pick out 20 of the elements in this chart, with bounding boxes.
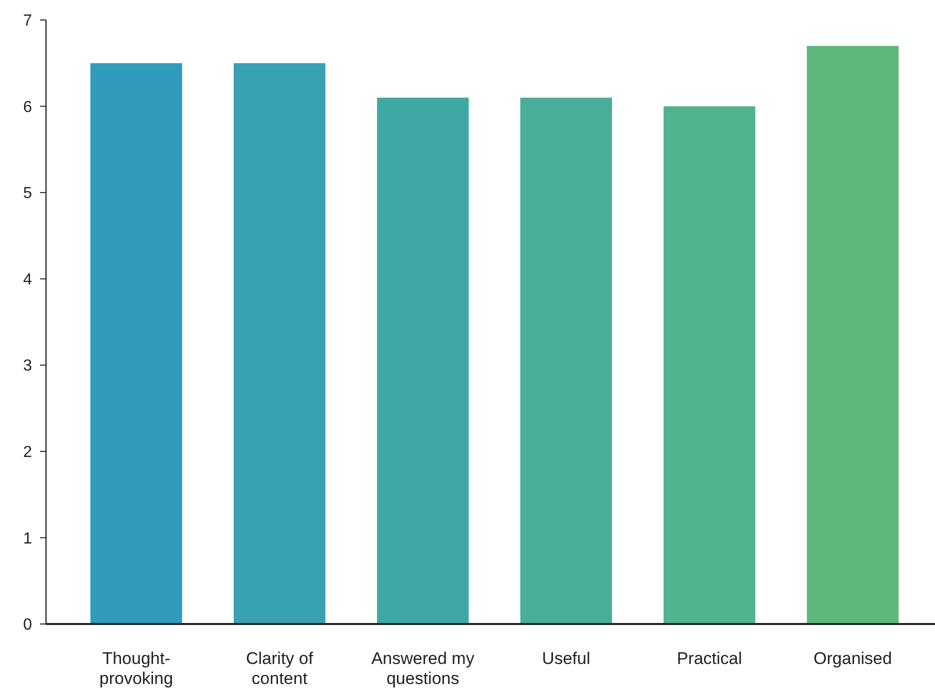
x-tick-label: Clarity of content bbox=[246, 649, 314, 688]
y-tick-label: 3 bbox=[23, 358, 32, 375]
bar bbox=[664, 106, 756, 624]
y-tick-label: 5 bbox=[23, 185, 32, 202]
bar bbox=[234, 63, 326, 624]
x-tick-label: Organised bbox=[814, 649, 892, 668]
x-tick-label: Thought-provoking bbox=[99, 649, 174, 688]
y-tick-label: 6 bbox=[23, 98, 32, 116]
x-tick-label: Practical bbox=[676, 649, 742, 668]
y-tick-label: 2 bbox=[23, 444, 32, 462]
y-tick-label: 7 bbox=[23, 12, 32, 30]
y-tick-label: 4 bbox=[23, 271, 32, 288]
bar bbox=[90, 63, 182, 624]
y-tick-label: 0 bbox=[23, 616, 32, 634]
bar bbox=[520, 98, 612, 624]
x-tick-label: Useful bbox=[542, 649, 590, 668]
y-tick-label: 1 bbox=[23, 530, 32, 548]
bar bbox=[376, 98, 469, 624]
x-tick-label: Answered my questions bbox=[371, 649, 475, 688]
bar bbox=[806, 46, 899, 624]
